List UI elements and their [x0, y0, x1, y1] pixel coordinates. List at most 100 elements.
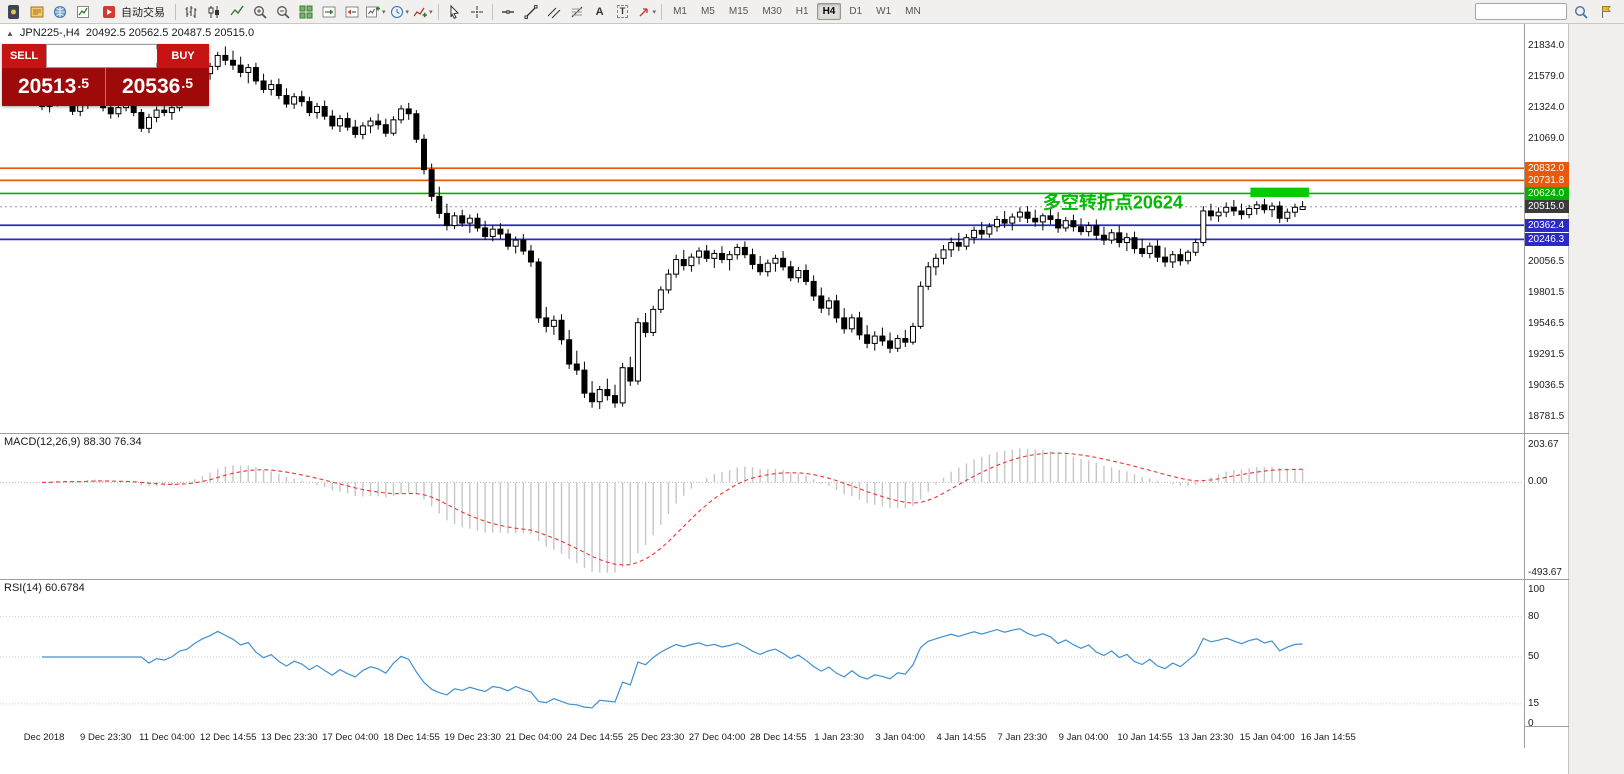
toolbar-separator: [437, 3, 439, 20]
candlestick-mode-button[interactable]: [203, 2, 225, 22]
price-level-label: 20246.3: [1525, 232, 1569, 246]
chart-symbol-label: JPN225-,H4: [19, 27, 80, 39]
oneclick-collapse-icon[interactable]: ▲: [6, 28, 14, 38]
text-tool-icon: A: [595, 5, 604, 18]
chevron-down-icon: ▾: [652, 8, 657, 16]
time-label: 9 Dec 23:30: [80, 732, 132, 743]
indicators-button[interactable]: ▾: [411, 2, 434, 22]
tile-windows-icon: [299, 5, 313, 18]
timeframe-h4[interactable]: H4: [816, 3, 842, 20]
chart-canvas[interactable]: 多空转折点20624: [0, 24, 1524, 748]
new-order-icon: [30, 6, 44, 17]
chart-shift-icon: [345, 6, 359, 17]
time-label: 10 Jan 14:55: [1117, 732, 1173, 743]
sell-price-main: 20513: [17, 75, 77, 98]
annotation-text: 多空转折点20624: [1043, 192, 1183, 213]
time-label: 15 Jan 04:00: [1239, 732, 1295, 743]
crosshair-tool-button[interactable]: [466, 2, 488, 22]
market-watch-button[interactable]: [49, 2, 71, 22]
toolbar-separator: [661, 3, 663, 20]
timeframe-w1[interactable]: W1: [876, 6, 892, 17]
timeframe-m1[interactable]: M1: [673, 6, 687, 17]
zoom-in-button[interactable]: [249, 2, 271, 22]
trendline-icon: [524, 4, 538, 19]
alerts-button[interactable]: [1595, 2, 1617, 22]
axis-separator: [1525, 726, 1569, 727]
app-icon: [3, 2, 25, 22]
timeframe-h1[interactable]: H1: [795, 6, 809, 17]
price-tick: 19546.5: [1528, 318, 1565, 330]
time-label: 11 Dec 04:00: [139, 732, 195, 743]
periods-button[interactable]: ▾: [388, 2, 411, 22]
price-level-label: 20731.8: [1525, 173, 1569, 187]
timeframe-mn[interactable]: MN: [905, 6, 921, 17]
timeframe-d1[interactable]: D1: [849, 6, 863, 17]
fibonacci-tool-button[interactable]: [566, 2, 588, 22]
cursor-icon: [450, 4, 459, 19]
label-tool-icon: T: [616, 5, 629, 18]
sell-price[interactable]: 20513 .5: [2, 68, 105, 106]
tile-windows-button[interactable]: [295, 2, 317, 22]
candlestick-icon: [208, 5, 219, 18]
rsi-tick: 0: [1528, 718, 1534, 729]
text-tool-button[interactable]: A: [589, 2, 611, 22]
bottom-strip: [0, 748, 1568, 774]
buy-button[interactable]: BUY: [157, 44, 209, 68]
line-chart-mode-button[interactable]: [226, 2, 248, 22]
auto-scroll-button[interactable]: [318, 2, 340, 22]
trendline-tool-button[interactable]: [520, 2, 542, 22]
buy-price-main: 20536: [121, 75, 181, 98]
zoom-out-button[interactable]: [272, 2, 294, 22]
time-label: 27 Dec 04:00: [688, 732, 746, 743]
toolbar-separator: [175, 3, 176, 20]
label-tool-button[interactable]: T: [612, 2, 634, 22]
axis-separator: [1525, 579, 1569, 580]
one-click-trading-panel: SELL ▴ ▾ BUY 20513 .5 20536 .5: [2, 44, 210, 106]
channel-tool-button[interactable]: [543, 2, 565, 22]
auto-scroll-icon: [322, 6, 336, 17]
arrows-tool-button[interactable]: ▾: [635, 2, 658, 22]
horizontal-line-tool-button[interactable]: [497, 2, 519, 22]
time-label: 19 Dec 23:30: [444, 732, 501, 743]
price-tick: 19036.5: [1528, 380, 1565, 392]
time-axis[interactable]: Dec 2018 9 Dec 23:30 11 Dec 04:00 12 Dec 14…: [0, 726, 1524, 748]
timeframe-m30[interactable]: M30: [762, 6, 782, 17]
search-input[interactable]: [1475, 3, 1567, 20]
autotrading-icon: [103, 5, 115, 18]
chart-ohlc-readout: 20492.5 20562.5 20487.5 20515.0: [85, 27, 255, 39]
chart-shift-button[interactable]: [341, 2, 363, 22]
current-price-label: 20515.0: [1525, 200, 1569, 214]
bar-chart-icon: [185, 5, 197, 18]
timeframe-m15[interactable]: M15: [728, 6, 749, 17]
new-chart-button[interactable]: ▾: [364, 2, 387, 22]
chevron-down-icon: ▾: [405, 8, 410, 16]
search-button[interactable]: [1570, 2, 1592, 22]
time-label: 25 Dec 23:30: [627, 732, 685, 743]
cursor-tool-button[interactable]: [443, 2, 465, 22]
bar-chart-mode-button[interactable]: [180, 2, 202, 22]
timeframe-m5[interactable]: M5: [700, 6, 715, 17]
autotrading-button[interactable]: 自动交易: [95, 2, 171, 22]
buy-price-frac: .5: [181, 75, 194, 91]
price-tick: 21579.0: [1528, 71, 1565, 83]
time-label: 7 Jan 23:30: [997, 732, 1048, 743]
chevron-down-icon: ▾: [382, 8, 386, 16]
time-label: 28 Dec 14:55: [750, 732, 807, 743]
macd-tick: -493.67: [1528, 567, 1562, 578]
new-order-button[interactable]: [26, 2, 48, 22]
time-label: 3 Jan 04:00: [875, 732, 925, 743]
buy-price[interactable]: 20536 .5: [106, 68, 209, 106]
fibonacci-icon: [571, 6, 582, 17]
sell-button[interactable]: SELL: [2, 44, 46, 68]
toolbar-right-group: [1475, 2, 1621, 22]
sell-price-frac: .5: [77, 75, 90, 91]
data-window-button[interactable]: [72, 2, 94, 22]
market-watch-icon: [54, 5, 66, 18]
price-level-label: 20624.0: [1525, 186, 1569, 200]
time-label: 21 Dec 04:00: [505, 732, 563, 743]
time-label: 12 Dec 14:55: [199, 732, 257, 743]
time-label: 9 Jan 04:00: [1058, 732, 1109, 743]
timeframe-switcher: M1 M5 M15 M30 H1 H4 D1 W1 MN: [666, 3, 928, 20]
chart-window[interactable]: 多空转折点20624 ▲ JPN225-,H4 20492.5 20562.5 …: [0, 24, 1524, 748]
price-axis[interactable]: 21834.0 21579.0 21324.0 21069.0 20056.5 19801…: [1524, 24, 1569, 748]
